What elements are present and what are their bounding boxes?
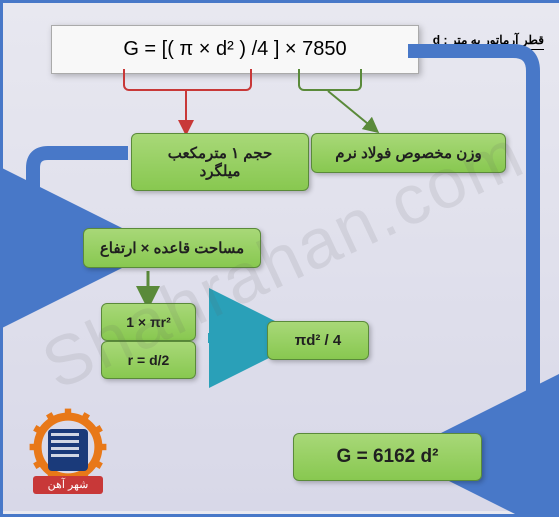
main-formula-box: G = [( π × d² ) /4 ] × 7850 <box>51 25 419 74</box>
box-r-d2-text: r = d/2 <box>128 352 170 368</box>
box-volume: حجم ۱ مترمکعب میلگرد <box>131 133 309 191</box>
box-pir2: 1 × πr² <box>101 303 196 341</box>
box-pir2-text: 1 × πr² <box>126 314 171 330</box>
bracket-red <box>123 69 252 91</box>
box-pid2-4: πd² / 4 <box>267 321 369 360</box>
box-density-text: وزن مخصوص فولاد نرم <box>335 145 482 162</box>
side-label-d: d <box>433 33 440 48</box>
logo-banner-text: شهر آهن <box>48 479 89 491</box>
box-area-height: مساحت قاعده × ارتفاع <box>83 228 261 268</box>
bracket-green <box>298 69 362 91</box>
side-label: قطر آرماتور به متر : d <box>429 33 544 50</box>
main-formula-text: G = [( π × d² ) /4 ] × 7850 <box>123 38 346 60</box>
box-pid2-4-text: πd² / 4 <box>295 332 342 349</box>
box-final-result: G = 6162 d² <box>293 433 482 481</box>
logo-stripes <box>51 433 79 461</box>
logo-banner: شهر آهن <box>33 476 103 494</box>
box-final-text: G = 6162 d² <box>337 446 439 467</box>
box-area-height-text: مساحت قاعده × ارتفاع <box>100 240 244 257</box>
box-density: وزن مخصوص فولاد نرم <box>311 133 506 173</box>
side-label-text: قطر آرماتور به متر : <box>443 33 544 47</box>
logo: شهر آهن <box>23 407 113 502</box>
box-r-d2: r = d/2 <box>101 341 196 379</box>
box-volume-text: حجم ۱ مترمکعب میلگرد <box>168 145 272 180</box>
diagram-container: G = [( π × d² ) /4 ] × 7850 قطر آرماتور … <box>0 0 559 517</box>
